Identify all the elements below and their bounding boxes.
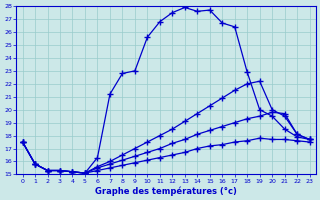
X-axis label: Graphe des températures (°c): Graphe des températures (°c) [95, 186, 237, 196]
